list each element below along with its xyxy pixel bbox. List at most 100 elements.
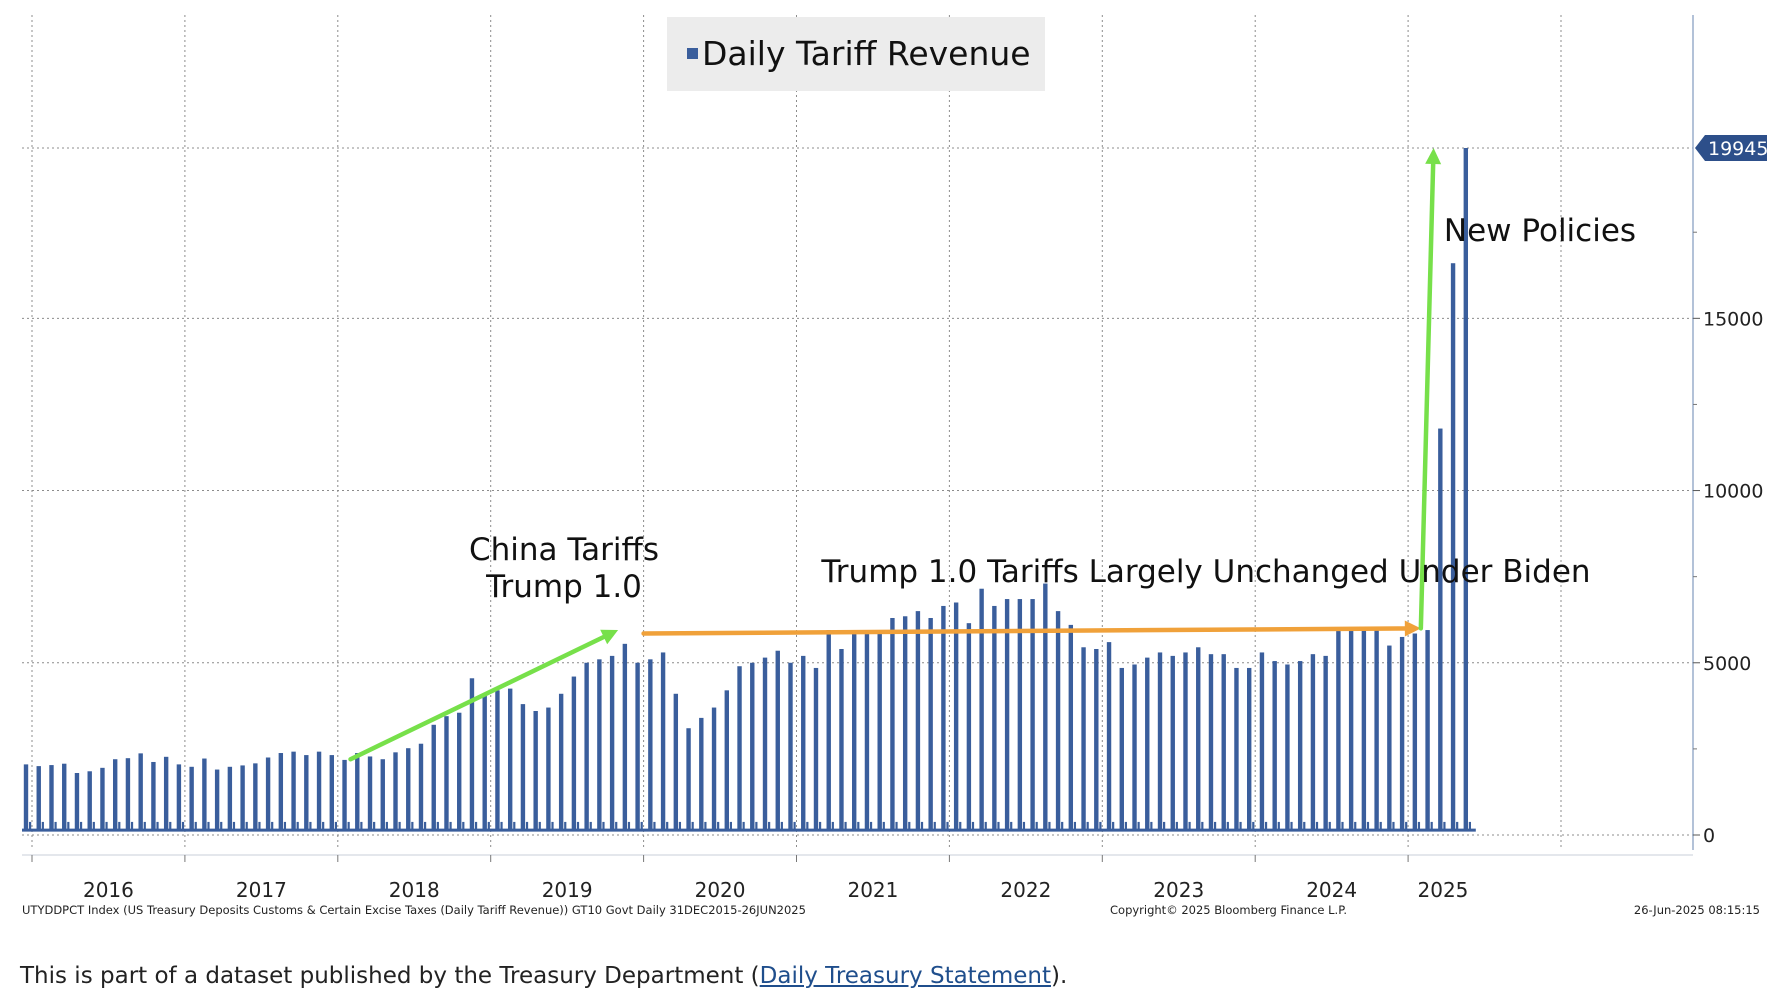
bar (138, 753, 143, 831)
bar-minor (589, 821, 592, 831)
bar (839, 648, 844, 831)
bar-minor (500, 821, 503, 831)
bar-minor (156, 821, 159, 831)
bar (1196, 647, 1201, 831)
bar-minor (857, 821, 860, 831)
bar-minor (1405, 821, 1408, 831)
bar-minor (1099, 821, 1102, 831)
bar (240, 765, 245, 831)
bar-minor (1061, 821, 1064, 831)
bar-minor (1456, 821, 1459, 831)
bar (928, 617, 933, 831)
bar-minor (220, 821, 223, 831)
bar-minor (1430, 821, 1433, 831)
bar-minor (105, 821, 108, 831)
bar-minor (666, 821, 669, 831)
bar (1285, 664, 1290, 831)
bar-minor (653, 821, 656, 831)
x-tick-label: 2025 (1418, 878, 1469, 902)
bar (431, 724, 436, 831)
bar (953, 602, 959, 831)
bar (520, 704, 526, 831)
bar-minor (1277, 821, 1280, 831)
bar (966, 623, 972, 831)
bar-minor (933, 821, 936, 831)
bar-minor (296, 821, 299, 831)
bar (584, 662, 589, 831)
bar (979, 588, 984, 831)
china-tariffs-arrow-shaft (348, 634, 606, 762)
bar-minor (920, 821, 924, 831)
bar (1183, 652, 1188, 831)
bar (1208, 654, 1214, 831)
bar-minor (729, 821, 732, 831)
bar-minor (181, 821, 185, 831)
bar-minor (1022, 821, 1026, 831)
bar-minor (1328, 821, 1331, 831)
bar (1463, 148, 1469, 831)
bar-minor (869, 821, 873, 831)
caption: This is part of a dataset published by t… (20, 963, 1067, 989)
bar-minor (1150, 821, 1153, 831)
bar-minor (717, 821, 720, 831)
bar (1387, 645, 1392, 831)
bar-minor (347, 821, 350, 831)
bar (902, 616, 908, 831)
bar (648, 659, 653, 831)
china-tariffs-arrow-head (600, 629, 619, 645)
bar (660, 652, 666, 831)
bar (74, 772, 80, 831)
daily-treasury-statement-link[interactable]: Daily Treasury Statement (759, 963, 1051, 989)
bar (214, 769, 220, 831)
bar (1399, 636, 1405, 831)
bar (890, 617, 895, 831)
bar (495, 690, 500, 831)
legend: Daily Tariff Revenue (667, 17, 1045, 91)
china-tariffs-annotation-line1: China Tariffs (469, 532, 659, 568)
bar-minor (423, 821, 427, 831)
bar (826, 630, 831, 831)
bar-minor (1239, 821, 1242, 831)
bar-minor (908, 821, 911, 831)
bar (457, 712, 462, 831)
bar (189, 766, 194, 831)
bar-minor (1366, 821, 1370, 831)
x-tick-label: 2018 (389, 878, 440, 902)
bar-minor (818, 821, 822, 831)
bar-minor (538, 821, 541, 831)
bar-minor (525, 821, 529, 831)
bar-minor (997, 821, 1000, 831)
bar (1132, 664, 1137, 831)
bar-minor (1443, 821, 1446, 831)
bar (278, 753, 284, 831)
bar (1106, 642, 1112, 831)
bar (1081, 647, 1086, 831)
bar-minor (806, 821, 809, 831)
bar (100, 767, 105, 831)
bar (1450, 263, 1456, 831)
bar-minor (971, 821, 975, 831)
y-tick-label: 10000 (1703, 481, 1763, 503)
bar-minor (207, 821, 210, 831)
new-policies-annotation: New Policies (1444, 213, 1636, 249)
bar (1221, 654, 1226, 831)
bar (380, 759, 385, 831)
bar-minor (130, 821, 134, 831)
footer-source: UTYDDPCT Index (US Treasury Deposits Cus… (22, 903, 806, 917)
bar (1157, 652, 1163, 831)
bar (1004, 599, 1010, 831)
bar-minor (1264, 821, 1268, 831)
bar-minor (92, 821, 95, 831)
bar (1170, 655, 1175, 831)
bar-minor (449, 821, 452, 831)
bar-minor (271, 821, 274, 831)
bar (418, 743, 424, 831)
bar (699, 717, 704, 831)
bar-minor (1048, 821, 1051, 831)
bar (1310, 654, 1316, 831)
bar (393, 752, 398, 831)
bar-minor (704, 821, 707, 831)
bar (1336, 630, 1341, 831)
x-tick-label: 2024 (1306, 878, 1357, 902)
bar (864, 633, 870, 831)
